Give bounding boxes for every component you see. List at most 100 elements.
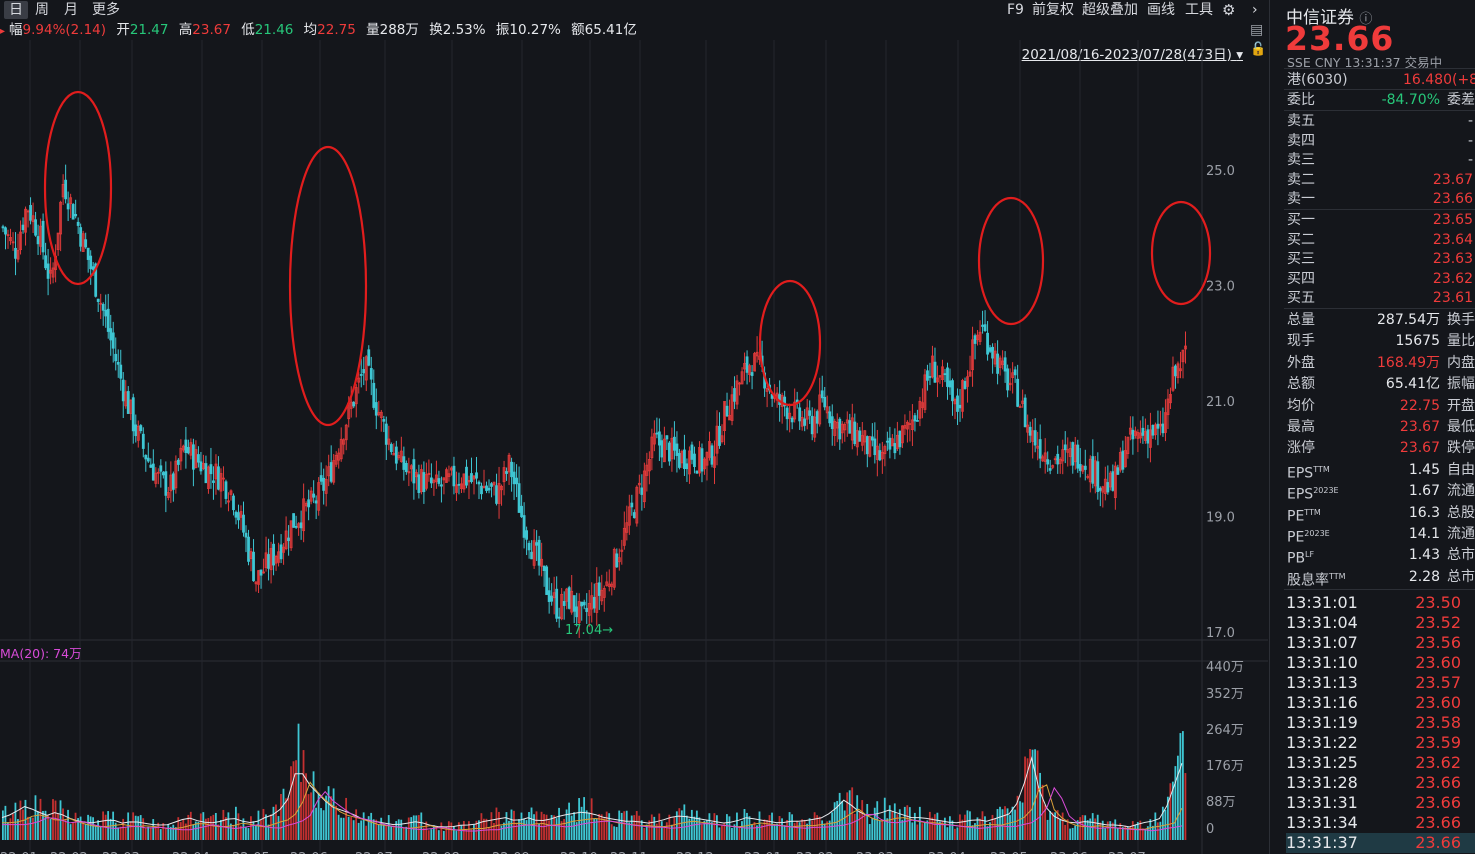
bid-row[interactable]: 买一 23.65	[1287, 210, 1475, 230]
volume-bar	[803, 819, 806, 840]
candle-body	[264, 552, 268, 569]
tab-week[interactable]: 周	[35, 2, 49, 18]
volume-bar	[1101, 820, 1104, 840]
tick-time: 13:31:19	[1286, 713, 1358, 732]
volume-bar	[633, 815, 636, 840]
tab-more[interactable]: 更多	[92, 2, 120, 18]
candle-body	[106, 308, 110, 332]
stat-value: 15675	[1395, 333, 1440, 350]
bid-row[interactable]: 买三 23.63	[1287, 249, 1475, 269]
bid-row[interactable]: 买四 23.62	[1287, 269, 1475, 289]
candle-body	[582, 601, 586, 606]
candle-body	[953, 398, 957, 405]
ask-row[interactable]: 卖四 -	[1287, 131, 1475, 151]
panel-icon[interactable]: ▤	[1250, 22, 1264, 38]
volume-bar	[427, 830, 430, 840]
candle-body	[392, 453, 396, 456]
candle-body	[334, 454, 338, 465]
chevron-right-icon[interactable]: ›	[1252, 2, 1258, 18]
candle-body	[362, 369, 366, 374]
volume-bar	[1126, 826, 1129, 840]
volume-bar	[1079, 817, 1082, 840]
volume-bar	[169, 826, 172, 840]
volume-bar	[430, 829, 433, 840]
ask-label: 卖二	[1287, 171, 1315, 188]
candle-body	[59, 201, 63, 235]
volume-bar	[1089, 818, 1092, 840]
volume-bar	[1006, 808, 1009, 840]
volume-bar	[242, 818, 245, 840]
f9-button[interactable]: F9	[1007, 2, 1024, 18]
ask-row[interactable]: 卖二 23.67	[1287, 170, 1475, 190]
candle-body	[457, 483, 461, 486]
volume-bar	[746, 812, 748, 840]
candle-body	[855, 430, 859, 448]
tick-row: 13:31:01 23.50	[1286, 593, 1475, 613]
tick-time: 13:31:31	[1286, 793, 1358, 812]
candle-body	[1036, 445, 1040, 449]
volume-bar	[272, 806, 275, 840]
date-range-selector[interactable]: 2021/08/16-2023/07/28(473日) ▾	[1021, 47, 1243, 63]
candle-body	[319, 475, 323, 482]
volume-bar	[435, 827, 438, 840]
candle-body	[497, 483, 501, 504]
volume-bar	[240, 825, 242, 840]
volume-bar	[470, 829, 473, 840]
lock-icon[interactable]: 🔓	[1250, 42, 1267, 57]
volume-bar	[718, 827, 721, 840]
volume-bar	[921, 823, 924, 840]
volume-bar	[114, 822, 117, 840]
volume-bar	[107, 811, 110, 840]
volume-bar	[538, 823, 540, 840]
volume-bar	[836, 800, 839, 840]
candle-body	[885, 440, 889, 443]
tab-day[interactable]: 日	[4, 1, 28, 19]
tick-row: 13:31:28 23.66	[1286, 773, 1475, 793]
stat-row: 涨停 23.67 跌停	[1287, 438, 1475, 458]
adjust-button[interactable]: 前复权	[1032, 2, 1074, 18]
volume-bar	[578, 798, 581, 840]
kline-chart[interactable]: 25.0 23.0 21.0 19.0 17.0 440万 352万 264万 176万 88万 0…	[0, 40, 1268, 854]
candle-body	[1113, 465, 1117, 498]
settings-gear-icon[interactable]: ⚙	[1222, 1, 1236, 19]
tab-month[interactable]: 月	[64, 2, 78, 18]
candle-body	[723, 401, 726, 432]
volume-bar	[1119, 823, 1122, 840]
draw-button[interactable]: 画线	[1147, 2, 1175, 18]
volume-bar	[450, 822, 453, 840]
candle-body	[44, 255, 47, 269]
volume-bar	[382, 824, 385, 840]
candle-body	[49, 269, 53, 274]
volume-bar	[440, 822, 443, 840]
candle-body	[820, 390, 824, 399]
volume-bar	[851, 787, 854, 840]
ask-row[interactable]: 卖一 23.66	[1287, 189, 1475, 209]
bid-row[interactable]: 买五 23.61	[1287, 288, 1475, 308]
stat-value: 14.1	[1408, 526, 1440, 542]
candle-body	[585, 607, 589, 612]
candle-body	[818, 394, 822, 425]
bid-row[interactable]: 买二 23.64	[1287, 230, 1475, 250]
overlay-button[interactable]: 超级叠加	[1082, 2, 1138, 18]
amplitude-value: 10.27%	[509, 22, 561, 38]
candle-body	[673, 436, 676, 451]
candle-body	[192, 444, 195, 470]
volume-bar	[971, 825, 974, 840]
candle-body	[1038, 439, 1042, 459]
candle-body	[101, 303, 105, 311]
tools-button[interactable]: 工具	[1185, 2, 1213, 18]
volume-bar	[1019, 801, 1021, 840]
candle-body	[447, 473, 451, 477]
candle-body	[197, 454, 200, 463]
candle-body	[785, 407, 789, 420]
candle-body	[835, 422, 839, 429]
candle-body	[923, 374, 927, 410]
volume-bar	[856, 795, 859, 840]
volume-bar	[648, 820, 651, 840]
ask-price: 23.67	[1432, 171, 1473, 188]
candle-body	[507, 454, 511, 473]
ask-row[interactable]: 卖三 -	[1287, 150, 1475, 170]
candle-body	[1184, 345, 1187, 350]
ask-row[interactable]: 卖五 -	[1287, 111, 1475, 131]
volume-bar	[72, 822, 74, 840]
